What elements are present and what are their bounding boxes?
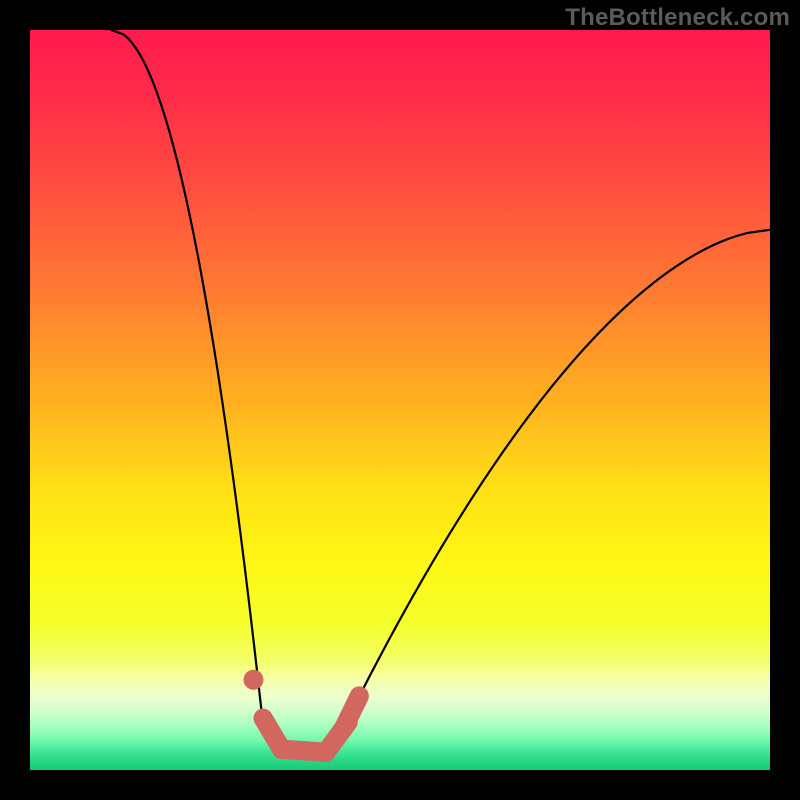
bottleneck-chart bbox=[0, 0, 800, 800]
plot-background bbox=[30, 30, 770, 770]
accent-dot bbox=[243, 670, 263, 690]
watermark-text: TheBottleneck.com bbox=[565, 4, 790, 32]
